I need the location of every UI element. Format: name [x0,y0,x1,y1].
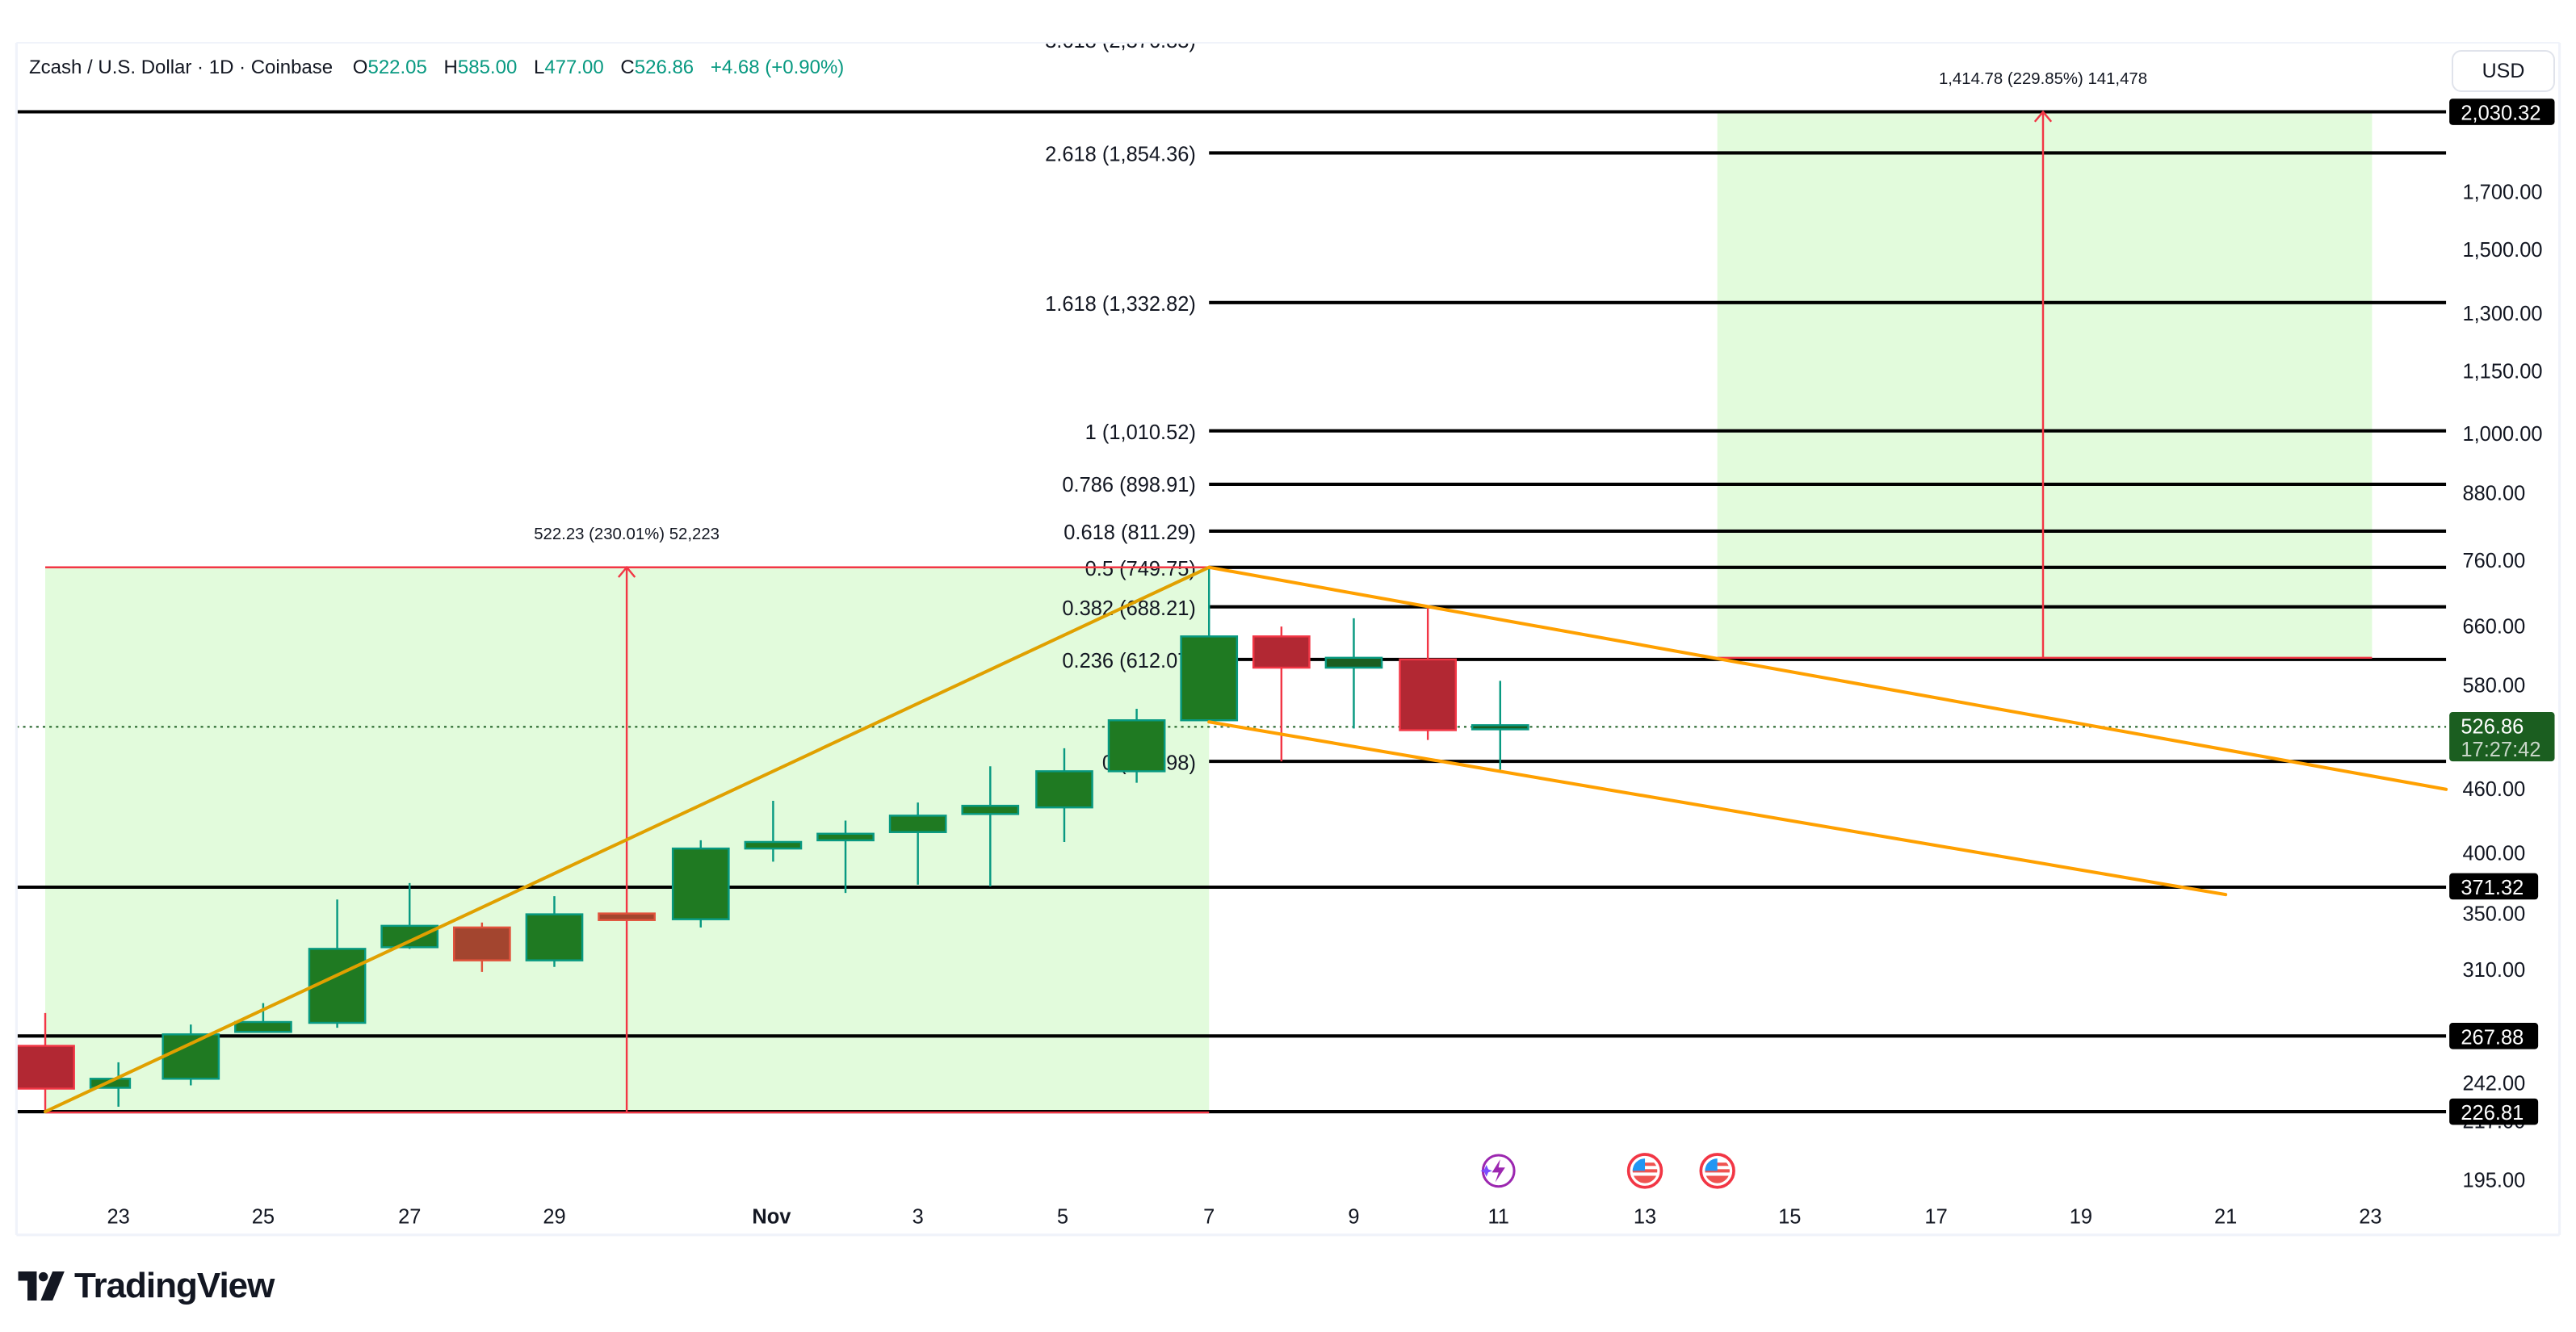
lightning-icon [1491,1159,1505,1183]
fib-label: 2.618 (1,854.36) [1045,144,1196,166]
close-value: 526.86 [634,57,694,78]
price-tick: 400.00 [2462,842,2525,865]
fib-label: 0.5 (749.75) [1085,558,1196,580]
time-tick: 25 [252,1206,275,1229]
fib-label: 0.786 (898.91) [1062,474,1196,496]
last-price-value: 526.86 [2461,716,2524,739]
time-tick: 13 [1634,1206,1656,1229]
price-tick: 1,500.00 [2462,239,2542,262]
time-axis[interactable]: 23 25 27 29 Nov 3 5 7 9 11 13 15 17 19 2… [107,1206,2382,1229]
candle [380,882,439,949]
badge-267: 267.88 [2461,1027,2524,1049]
time-tick: 29 [543,1206,565,1229]
candle [1399,606,1458,740]
fib-levels[interactable] [1209,151,2447,764]
candle [1252,626,1311,762]
price-tick: 660.00 [2462,615,2525,638]
candle [15,1012,75,1112]
price-tick: 760.00 [2462,550,2525,572]
price-tick: 580.00 [2462,675,2525,697]
event-icon-us-flag[interactable] [1626,1153,1663,1189]
sparkle-icon [1480,1165,1492,1177]
candle [1471,681,1529,770]
range-measure-right[interactable] [1717,110,2373,660]
time-tick: 7 [1203,1206,1215,1229]
price-tick: 1,700.00 [2462,181,2542,203]
symbol-legend: Zcash / U.S. Dollar · 1D · Coinbase O522… [29,57,855,79]
candle [1107,708,1166,783]
price-tick: 350.00 [2462,903,2525,926]
fib-label: 0.382 (688.21) [1062,597,1196,620]
trend-lines[interactable] [43,565,2448,1114]
fib-label: 0.236 (612.07) [1062,650,1196,672]
badge-226: 226.81 [2461,1102,2524,1125]
price-tick: 1,000.00 [2462,423,2542,446]
candle [453,922,511,972]
open-value: 522.05 [367,57,427,78]
symbol-name[interactable]: Zcash / U.S. Dollar · 1D · Coinbase [29,57,334,78]
tradingview-logo-icon [18,1271,65,1301]
high-value: 585.00 [457,57,518,78]
countdown-value: 17:27:42 [2461,739,2540,761]
level-badges: 2,030.32 371.32 267.88 226.81 [2449,98,2555,1125]
tradingview-logo[interactable]: TradingView [18,1266,275,1306]
price-tick: 880.00 [2462,482,2525,505]
time-tick: 11 [1488,1206,1509,1229]
time-tick: 21 [2214,1206,2237,1229]
price-tick: 1,150.00 [2462,361,2542,383]
time-tick: Nov [752,1206,791,1229]
brand-text: TradingView [74,1266,275,1305]
time-tick: 27 [398,1206,421,1229]
fib-labels: 3.618 (2,376.83) 2.618 (1,854.36) 1.618 … [1045,30,1196,774]
time-tick: 19 [2070,1206,2092,1229]
fib-label: 1.618 (1,332.82) [1045,293,1196,316]
event-icon-ai[interactable] [1480,1154,1516,1188]
candle [308,899,367,1028]
candle [744,801,803,862]
candle [598,912,656,921]
price-tick: 242.00 [2462,1073,2525,1095]
high-label: H [443,57,458,78]
fib-label: 0.618 (811.29) [1064,521,1196,544]
range-box-right[interactable] [1717,111,2373,658]
range-label-right: 1,414.78 (229.85%) 141,478 [1939,70,2147,88]
time-tick: 9 [1348,1206,1359,1229]
open-label: O [352,57,368,78]
candle [888,802,947,885]
change-value: +4.68 (+0.90%) [710,57,845,78]
price-tick: 1,300.00 [2462,303,2542,325]
candle [1035,748,1093,842]
range-label-left: 522.23 (230.01%) 52,223 [534,526,720,543]
low-label: L [533,57,545,78]
badge-371: 371.32 [2461,877,2524,899]
candle [1324,618,1383,729]
candle [1180,567,1239,722]
time-tick: 15 [1778,1206,1801,1229]
price-tick: 310.00 [2462,959,2525,982]
time-tick: 5 [1057,1206,1068,1229]
candle [671,840,730,928]
currency-button[interactable]: USD [2452,50,2555,92]
horizontal-levels[interactable] [16,110,2447,1114]
candle [525,896,584,967]
low-value: 477.00 [544,57,604,78]
price-tick: 195.00 [2462,1170,2525,1192]
time-tick: 23 [2359,1206,2381,1229]
candles[interactable] [15,567,1529,1112]
candle [961,766,1020,886]
close-label: C [620,57,635,78]
badge-2030: 2,030.32 [2461,103,2540,125]
candle [89,1062,132,1107]
price-tick: 460.00 [2462,778,2525,801]
last-price-badge: 526.86 17:27:42 [2449,712,2555,762]
time-tick: 3 [913,1206,924,1229]
event-icon-us-flag[interactable] [1699,1153,1735,1189]
fib-label: 1 (1,010.52) [1085,421,1196,444]
candle [816,820,875,894]
time-tick: 17 [1924,1206,1947,1229]
time-tick: 23 [107,1206,130,1229]
